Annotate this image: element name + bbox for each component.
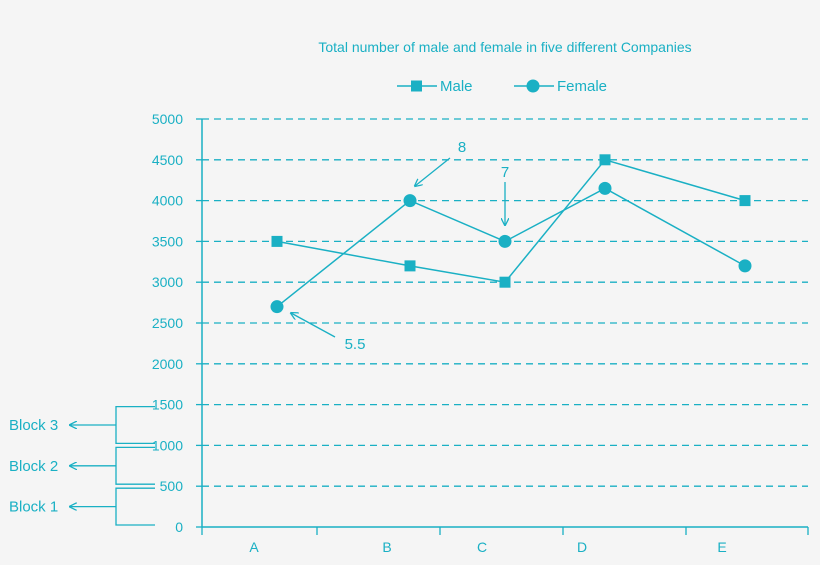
x-tick-label: C [477, 539, 487, 555]
legend-marker-circle [526, 79, 540, 93]
block-label: Block 2 [9, 458, 58, 475]
point-male [599, 154, 611, 166]
y-tick-label: 4500 [152, 152, 183, 168]
blocks-layer: Block 3 Block 2 Block 1 [9, 405, 155, 526]
annotation-label: 5.5 [345, 336, 366, 353]
y-tick-label: 3000 [152, 274, 183, 290]
block-label: Block 3 [9, 417, 58, 434]
y-tick-label: 5000 [152, 111, 183, 127]
point-female [498, 234, 512, 248]
x-tick-label: A [249, 539, 259, 555]
x-tick-label: E [717, 539, 726, 555]
point-female [598, 181, 612, 195]
point-female [270, 300, 284, 314]
chart-title: Total number of male and female in five … [318, 39, 691, 55]
annotation-label: 7 [501, 164, 509, 181]
annotation-arrow [291, 313, 336, 338]
block-label: Block 1 [9, 499, 58, 516]
y-tick-label: 1500 [152, 397, 183, 413]
point-male [404, 260, 416, 272]
point-female [403, 194, 417, 208]
series-layer [270, 154, 752, 314]
x-tick-label: B [382, 539, 391, 555]
y-tick-label: 1000 [152, 437, 183, 453]
y-tick-label: 0 [175, 519, 183, 535]
series-line-male [276, 158, 746, 284]
axes: A B C D E [201, 119, 809, 555]
legend: Male Female [397, 78, 607, 95]
x-tick-label: D [577, 539, 587, 555]
legend-marker-square [411, 80, 422, 92]
series-line-female [276, 187, 746, 308]
annotation-arrow [415, 157, 451, 186]
block-bracket [115, 405, 155, 445]
y-tick-label: 2000 [152, 356, 183, 372]
point-male [739, 195, 751, 207]
y-tick-label: 2500 [152, 315, 183, 331]
y-tick-label: 500 [160, 478, 184, 494]
y-tick-label: 3500 [152, 233, 183, 249]
annotation-label: 8 [458, 139, 466, 156]
point-male [499, 276, 511, 288]
block-bracket [115, 487, 155, 526]
point-female [738, 259, 752, 273]
grid: 0 500 1000 1500 2000 2500 3000 3500 4000 4500 5000 [152, 111, 808, 535]
legend-label: Male [440, 78, 473, 95]
block-bracket [115, 446, 155, 485]
annotations-layer: 5.5 8 7 [291, 139, 509, 353]
legend-label: Female [557, 78, 607, 95]
y-tick-label: 4000 [152, 193, 183, 209]
point-male [271, 235, 283, 247]
